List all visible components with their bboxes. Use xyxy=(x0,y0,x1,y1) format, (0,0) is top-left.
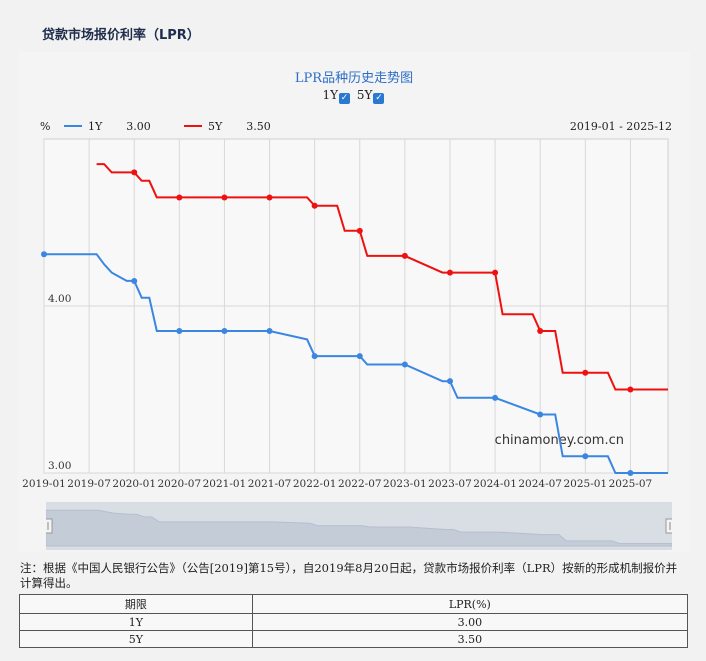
date-range: 2019-01 - 2025-12 xyxy=(569,120,672,133)
data-point-1y xyxy=(492,394,499,401)
legend-1y[interactable]: 1Y 3.00 xyxy=(64,120,151,133)
data-point-1y xyxy=(582,453,589,460)
data-point-5y xyxy=(492,269,499,276)
x-tick-label: 2023-01 xyxy=(383,478,427,490)
x-tick-label: 2024-01 xyxy=(473,478,517,490)
table-cell-term: 1Y xyxy=(19,613,253,631)
lpr-table: 期限 LPR(%) 1Y 3.00 5Y 3.50 xyxy=(19,594,689,648)
x-tick-label: 2021-07 xyxy=(248,478,292,490)
data-point-1y xyxy=(221,328,228,335)
legend-row: % 1Y 3.00 5Y 3.50 2019-01 - 2025-12 xyxy=(38,120,672,136)
table-header-term: 期限 xyxy=(19,594,253,614)
table-cell-term: 5Y xyxy=(19,630,253,648)
footnote: 注：根据《中国人民银行公告》（公告[2019]第15号），自2019年8月20日… xyxy=(20,561,678,590)
x-tick-label: 2020-01 xyxy=(112,478,156,490)
data-point-1y xyxy=(266,328,273,335)
data-point-1y xyxy=(131,277,138,284)
data-point-5y xyxy=(311,202,318,209)
legend-5y[interactable]: 5Y 3.50 xyxy=(184,120,271,133)
toggle-5y-checkbox[interactable]: ✓ xyxy=(373,93,385,104)
x-tick-label: 2020-07 xyxy=(158,478,202,490)
x-tick-label: 2023-07 xyxy=(428,478,472,490)
data-point-1y xyxy=(401,361,408,368)
data-point-5y xyxy=(582,369,589,376)
data-point-5y xyxy=(221,194,228,201)
legend-5y-value: 3.50 xyxy=(246,120,271,133)
y-tick-label: 4.00 xyxy=(48,293,71,305)
toggle-1y-label: 1Y xyxy=(322,88,339,102)
data-point-5y xyxy=(446,269,453,276)
navigator-right-handle[interactable] xyxy=(665,518,675,534)
table-cell-rate: 3.50 xyxy=(251,630,689,648)
data-point-5y xyxy=(131,169,138,176)
table-row: 5Y 3.50 xyxy=(19,630,689,648)
x-tick-label: 2025-07 xyxy=(609,478,653,490)
data-point-5y xyxy=(627,386,634,393)
data-point-5y xyxy=(356,227,363,234)
data-point-5y xyxy=(401,252,408,259)
x-tick-label: 2024-07 xyxy=(518,478,562,490)
x-tick-label: 2025-01 xyxy=(563,478,607,490)
legend-1y-name: 1Y xyxy=(88,120,103,133)
data-point-1y xyxy=(627,470,634,476)
data-point-1y xyxy=(537,411,544,418)
data-point-1y xyxy=(356,353,363,360)
plot-area: 2019-01 2019-07 2020-01 2020-07 2021-01 2021-… xyxy=(22,138,669,490)
data-point-5y xyxy=(537,328,544,335)
y-tick-label: 3.00 xyxy=(48,460,71,472)
legend-1y-swatch xyxy=(64,125,82,127)
page-title: 贷款市场报价利率（LPR） xyxy=(42,28,200,43)
navigator-left-handle[interactable] xyxy=(43,518,53,534)
data-point-5y xyxy=(266,194,273,201)
data-point-5y xyxy=(176,194,183,201)
legend-5y-name: 5Y xyxy=(208,120,223,133)
chart-title: LPR品种历史走势图 xyxy=(294,71,414,86)
x-tick-label: 2019-01 xyxy=(22,478,66,490)
table-cell-rate: 3.00 xyxy=(251,613,689,631)
toggle-1y-checkbox[interactable]: ✓ xyxy=(339,93,351,104)
legend-5y-swatch xyxy=(184,125,202,127)
chart-card: LPR品种历史走势图 1Y ✓ 5Y ✓ % 1Y 3.00 5Y 3.50 2019-… xyxy=(18,52,690,552)
navigator-area xyxy=(45,509,673,547)
data-point-1y xyxy=(311,353,318,360)
data-point-1y xyxy=(446,378,453,385)
unit-label: % xyxy=(40,120,51,133)
x-tick-label: 2021-01 xyxy=(203,478,247,490)
table-header-row: 期限 LPR(%) xyxy=(19,594,689,614)
navigator-series xyxy=(43,509,675,547)
data-point-1y xyxy=(176,328,183,335)
table-row: 1Y 3.00 xyxy=(19,613,689,631)
legend-1y-value: 3.00 xyxy=(126,120,151,133)
x-tick-label: 2022-01 xyxy=(293,478,337,490)
x-tick-label: 2022-07 xyxy=(338,478,382,490)
table-header-rate: LPR(%) xyxy=(251,594,689,614)
range-navigator[interactable] xyxy=(43,502,675,550)
toggle-5y-label: 5Y xyxy=(356,88,373,102)
x-tick-label: 2019-07 xyxy=(67,478,111,490)
data-point-1y xyxy=(41,251,47,258)
series-toggles: 1Y ✓ 5Y ✓ xyxy=(18,88,690,104)
